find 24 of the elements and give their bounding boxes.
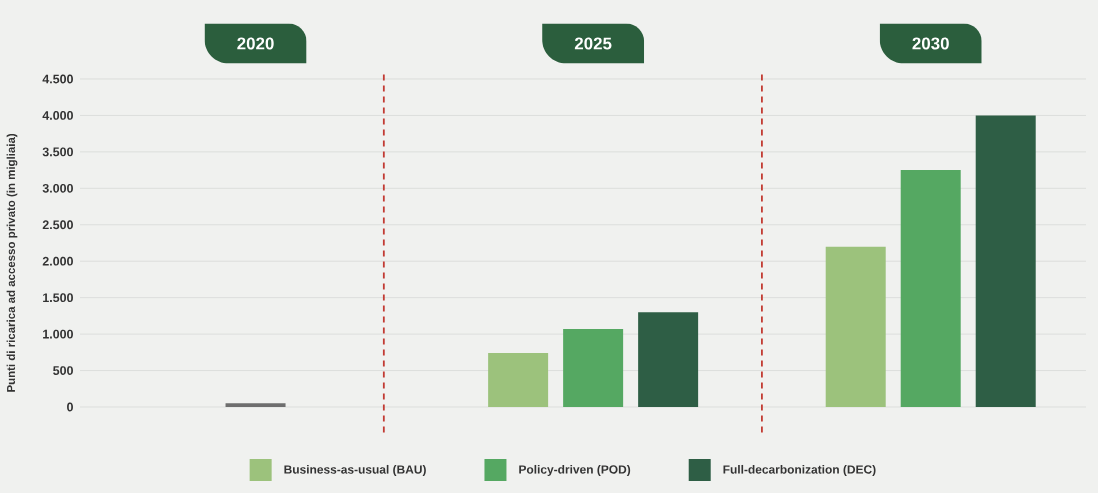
y-tick-label: 2.000: [42, 256, 73, 266]
y-tick-label: 0: [67, 402, 73, 412]
bar: [825, 246, 886, 407]
y-tick-label: 3.000: [42, 183, 73, 193]
x-tick-label: 2025: [574, 37, 612, 50]
x-tick-label: 2020: [237, 37, 274, 50]
y-tick-label: 3.500: [42, 147, 73, 157]
legend-label: Full-decarbonization (DEC): [723, 464, 876, 477]
y-tick-label: 500: [53, 366, 73, 375]
y-tick-label: 4.500: [42, 74, 73, 84]
bar: [975, 115, 1036, 407]
bar: [638, 312, 699, 407]
bar: [563, 329, 624, 407]
legend-label: Business-as-usual (BAU): [284, 464, 426, 477]
y-tick-label: 1.500: [43, 293, 73, 303]
x-tick-label: 2030: [912, 37, 949, 50]
bar: [225, 403, 286, 407]
y-tick-label: 2.500: [42, 220, 73, 230]
bar: [900, 170, 961, 407]
y-tick-label: 4.000: [42, 111, 73, 120]
legend-label: Policy-driven (POD): [519, 464, 631, 477]
y-tick-label: 1.000: [43, 329, 73, 339]
y-axis-title: Punti di ricarica ad accesso privato (in migliaia): [6, 133, 18, 392]
bar: [488, 353, 549, 407]
